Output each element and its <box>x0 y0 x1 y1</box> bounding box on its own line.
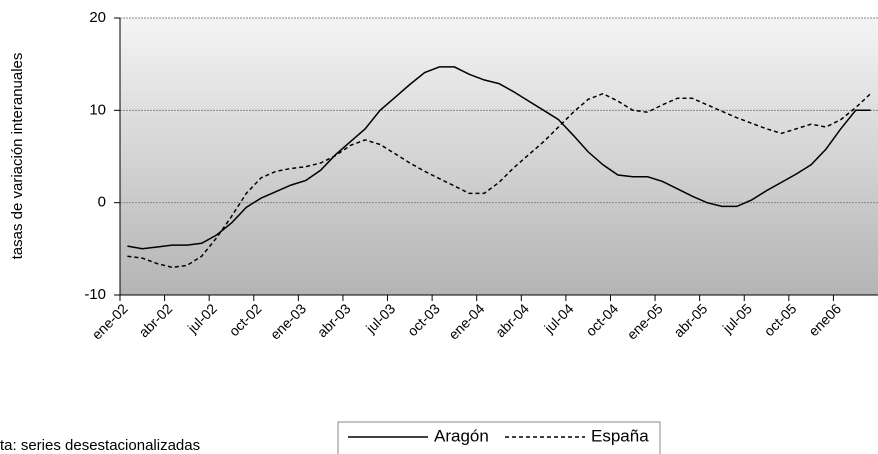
legend-label: España <box>591 426 649 445</box>
note: ta: series desestacionalizadas <box>0 437 200 454</box>
x-tick-label: jul-04 <box>540 300 576 336</box>
x-tick-label: oct-02 <box>226 300 265 339</box>
legend <box>337 421 661 454</box>
plot-area <box>120 18 878 295</box>
x-tick-label: oct-05 <box>761 300 800 339</box>
series-line <box>127 66 871 250</box>
y-axis-label: tasas de variación interanuales <box>9 53 26 260</box>
y-tick-label: 20 <box>89 9 106 26</box>
x-tick-label: ene06 <box>805 300 844 339</box>
y-tick-label: 10 <box>89 101 106 118</box>
x-tick-label: ene-03 <box>267 300 309 342</box>
x-tick-label: abr-02 <box>135 300 175 340</box>
x-tick-label: jul-03 <box>362 300 398 336</box>
x-tick-label: abr-03 <box>314 300 354 340</box>
legend-label: Aragón <box>434 426 489 445</box>
x-tick-label: abr-04 <box>492 300 532 340</box>
series-line <box>127 92 872 269</box>
y-tick-label: -10 <box>84 286 106 303</box>
x-tick-label: oct-04 <box>582 300 621 339</box>
x-tick-label: ene-02 <box>89 300 131 342</box>
y-tick-label: 0 <box>98 194 106 211</box>
x-tick-label: jul-05 <box>719 300 755 336</box>
x-tick-label: oct-03 <box>404 300 443 339</box>
x-tick-label: abr-05 <box>670 300 710 340</box>
x-tick-label: ene-04 <box>445 300 487 342</box>
x-tick-label: ene-05 <box>624 300 666 342</box>
x-tick-label: jul-02 <box>184 300 220 336</box>
